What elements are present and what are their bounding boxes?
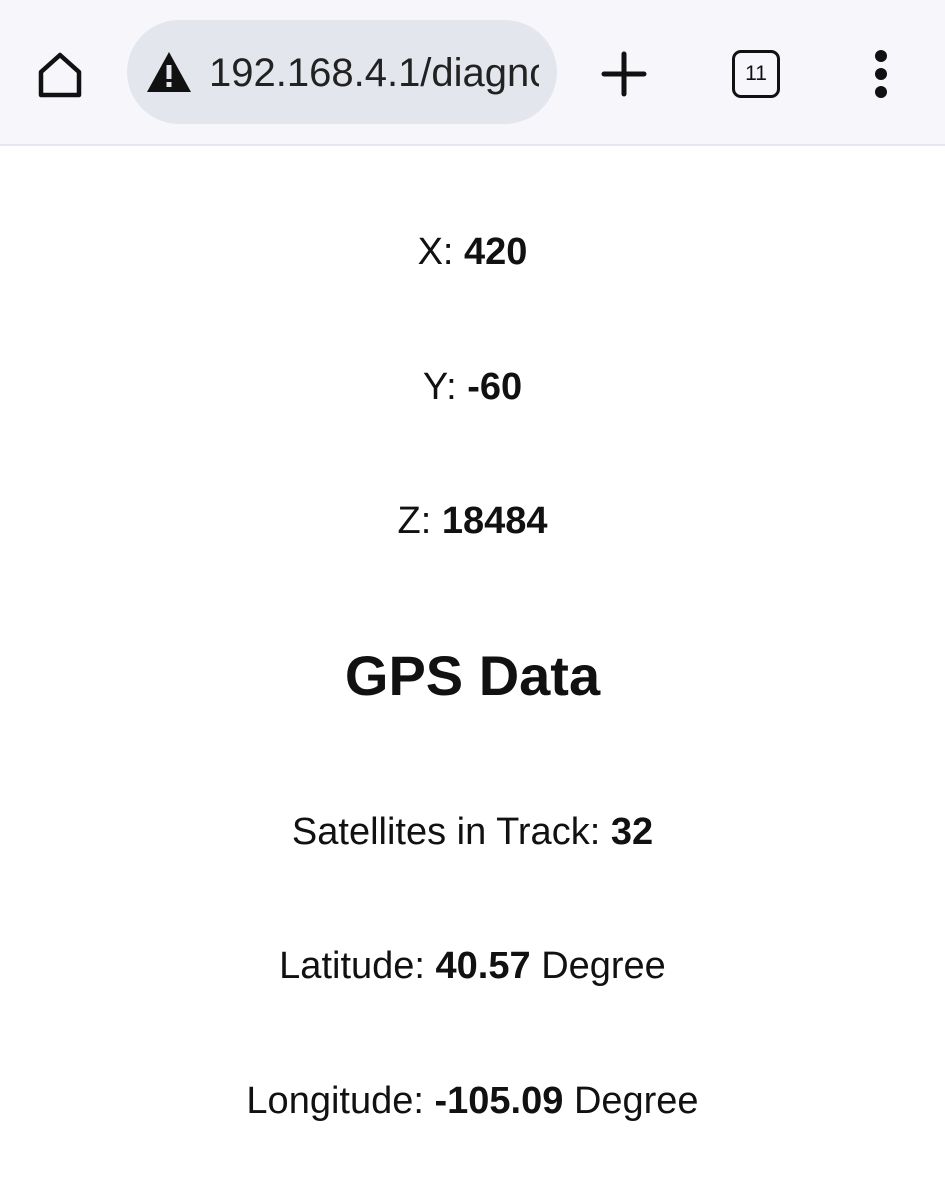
accel-x-label: X: <box>417 231 454 273</box>
accel-y-label: Y: <box>422 366 457 408</box>
longitude-unit: Degree <box>573 1080 699 1122</box>
accel-y-value: -60 <box>467 366 523 408</box>
tab-switcher-button[interactable]: 11 <box>732 50 780 98</box>
gps-satellites-row: Satellites in Track: 32 <box>0 810 945 854</box>
satellites-value: 32 <box>610 811 654 853</box>
tabs-icon: 11 <box>732 50 780 98</box>
diagnostics-page: X: 420 Y: -60 Z: 18484 GPS Data Satellit… <box>0 148 945 1186</box>
accel-z-row: Z: 18484 <box>0 499 945 543</box>
home-icon <box>38 52 82 98</box>
accel-x-value: 420 <box>464 231 528 273</box>
address-bar[interactable]: 192.168.4.1/diagnc <box>127 20 557 124</box>
gps-latitude-row: Latitude: 40.57 Degree <box>0 944 945 988</box>
warning-icon[interactable] <box>145 50 193 94</box>
browser-toolbar: 192.168.4.1/diagnc 11 <box>0 0 945 146</box>
satellites-label: Satellites in Track: <box>291 811 601 853</box>
tab-count: 11 <box>745 62 767 85</box>
menu-dot <box>875 68 887 80</box>
more-menu-button[interactable] <box>866 48 896 100</box>
longitude-value: -105.09 <box>434 1080 564 1122</box>
menu-dot <box>875 50 887 62</box>
home-button[interactable] <box>30 44 90 104</box>
accel-x-row: X: 420 <box>0 230 945 274</box>
new-tab-button[interactable] <box>596 48 652 100</box>
menu-dot <box>875 86 887 98</box>
accel-z-value: 18484 <box>441 500 548 542</box>
gps-longitude-row: Longitude: -105.09 Degree <box>0 1079 945 1123</box>
plus-icon <box>601 51 647 97</box>
accel-z-label: Z: <box>397 500 432 542</box>
longitude-label: Longitude: <box>246 1080 424 1122</box>
gps-heading: GPS Data <box>344 644 601 707</box>
accel-y-row: Y: -60 <box>0 365 945 409</box>
latitude-unit: Degree <box>541 945 666 987</box>
latitude-label: Latitude: <box>279 945 425 987</box>
url-text[interactable]: 192.168.4.1/diagnc <box>209 51 539 95</box>
latitude-value: 40.57 <box>435 945 531 987</box>
